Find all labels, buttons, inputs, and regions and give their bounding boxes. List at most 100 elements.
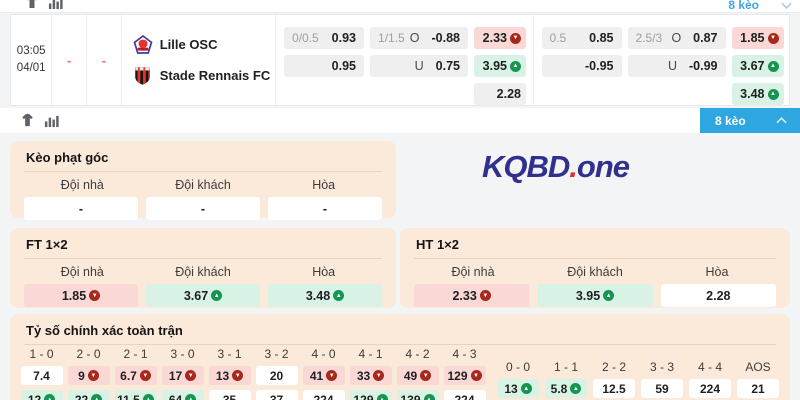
odds-value-pill[interactable]: 2.28 [660, 284, 776, 307]
odds-value-pill[interactable]: 2.28 [474, 83, 527, 105]
odds-value-pill[interactable]: 3.67 ▲ [146, 284, 260, 307]
odds-value-pill[interactable]: 21 [737, 379, 779, 398]
watermark-dot: . [569, 149, 578, 184]
corner-headers: Đội nhà Đội khách Hòa [10, 172, 396, 195]
trend-up-icon: ▲ [767, 60, 779, 72]
trend-down-icon: ▼ [87, 370, 99, 381]
odds-value-pill[interactable]: 11.5 ▲ [114, 390, 157, 400]
odds-value-pill[interactable]: 129 ▼ [443, 366, 486, 385]
panel-title: Tỷ số chính xác toàn trận [26, 323, 183, 338]
over-pill[interactable]: 2.5/3 O 0.87 [627, 27, 726, 49]
handicap-away-pill[interactable]: 0.95 [284, 55, 365, 77]
odds-value-pill[interactable]: 3.48 ▲ [268, 284, 382, 307]
trend-up-icon: ▲ [211, 290, 223, 301]
score-header: 3 - 3 [649, 360, 674, 374]
odds-value-pill[interactable]: 13 ▲ [497, 379, 539, 398]
odds-count-button[interactable]: 8 kèo [700, 108, 800, 133]
ft-values: 1.85 ▼ 3.67 ▲ 3.48 ▲ [10, 282, 396, 307]
score-away: - [101, 52, 107, 68]
column-header: Đội nhà [60, 178, 104, 192]
corner-odds-panel: Kèo phạt góc Đội nhà Đội khách Hòa --- [10, 141, 396, 220]
odds-value-pill[interactable]: 12.5 [593, 379, 635, 398]
odds-value-pill[interactable]: 12 ▲ [20, 390, 63, 400]
score-column: 2 - 1 6.7 ▼ 11.5 ▲ [112, 347, 159, 400]
corner-values: --- [10, 195, 396, 220]
odds-value-pill[interactable]: 129 ▲ [349, 390, 392, 400]
odds-value-pill[interactable]: 64 ▲ [161, 390, 204, 400]
column-header: Hòa [312, 265, 336, 279]
team-home[interactable]: Lille OSC [133, 34, 218, 55]
score-header: 2 - 0 [76, 347, 101, 361]
odds-value-pill[interactable]: 224 [302, 390, 345, 400]
trend-up-icon: ▲ [767, 88, 779, 100]
odds-value-pill[interactable]: 1.85 ▼ [24, 284, 138, 307]
handicap-home-pill[interactable]: 0.5 0.85 [541, 27, 622, 49]
odds-value-pill[interactable]: - [146, 197, 260, 220]
odds-value-pill[interactable]: 224 [689, 379, 731, 398]
odds-value-pill[interactable]: 2.33 ▼ [414, 284, 530, 307]
odds-count-dropdown[interactable]: 8 kèo [728, 0, 792, 12]
column-header: Đội khách [567, 265, 623, 279]
draw-score-column: 4 - 4 224 [686, 360, 734, 400]
odds-value-pill[interactable]: 139 ▲ [396, 390, 439, 400]
odds-value-pill[interactable]: 6.7 ▼ [114, 366, 157, 385]
trend-up-icon: ▲ [142, 394, 154, 400]
score-body: 1 - 0 7.4 12 ▲ 2 - 0 9 ▼ 22 ▲ 2 - 1 6.7 ▼ 11.5 ▲ 3 - 0… [10, 345, 790, 400]
bar-chart-icon[interactable] [48, 0, 63, 15]
odds-value-pill[interactable]: 2.33 ▼ [474, 27, 527, 49]
odds-value-pill[interactable]: 3.67 ▲ [731, 55, 784, 77]
empty-cell [284, 83, 364, 105]
under-pill[interactable]: U 0.75 [370, 55, 469, 77]
odds-value-pill[interactable]: 7.4 [20, 366, 63, 385]
odds-value-pill[interactable]: 13 ▼ [208, 366, 251, 385]
team-away[interactable]: Stade Rennais FC [133, 66, 270, 86]
secondary-toolbar: 8 kèo [0, 108, 800, 133]
correct-score-panel: Tỷ số chính xác toàn trận 1 - 0 7.4 12 ▲ 2 -… [10, 314, 790, 400]
divider [24, 344, 776, 345]
odds-value-pill[interactable]: 224 [443, 390, 486, 400]
empty-cell [370, 83, 468, 105]
ht-values: 2.33 ▼ 3.95 ▲ 2.28 [400, 282, 790, 307]
jersey-icon[interactable] [24, 0, 40, 15]
odds-value-pill[interactable]: 3.95 ▲ [537, 284, 653, 307]
divider [414, 258, 776, 259]
odds-value-pill[interactable]: 1.85 ▼ [731, 27, 784, 49]
odds-value-pill[interactable]: 49 ▼ [396, 366, 439, 385]
score-header: AOS [745, 360, 771, 374]
odds-value-pill[interactable]: 20 [255, 366, 298, 385]
odds-value-pill[interactable]: 17 ▼ [161, 366, 204, 385]
over-pill[interactable]: 1/1.5 O -0.88 [370, 27, 469, 49]
column-header: Hòa [705, 265, 729, 279]
odds-value-pill[interactable]: 33 ▼ [349, 366, 392, 385]
odds-value-pill[interactable]: - [24, 197, 138, 220]
under-pill[interactable]: U -0.99 [627, 55, 726, 77]
divider [24, 258, 382, 259]
odds-value-pill[interactable]: 59 [641, 379, 683, 398]
score-column: 4 - 3 129 ▼ 224 [441, 347, 488, 400]
jersey-icon[interactable] [20, 113, 35, 133]
score-header: 4 - 4 [697, 360, 722, 374]
handicap-away-pill[interactable]: -0.95 [541, 55, 622, 77]
score-column: 4 - 2 49 ▼ 139 ▲ [394, 347, 441, 400]
trend-down-icon: ▼ [479, 290, 491, 301]
odds-value-pill[interactable]: 41 ▼ [302, 366, 345, 385]
panel-title: Kèo phạt góc [26, 150, 109, 165]
odds-value-pill[interactable]: 22 ▲ [67, 390, 110, 400]
odds-value-pill[interactable]: 35 [208, 390, 251, 400]
odds-value-pill[interactable]: 9 ▼ [67, 366, 110, 385]
odds-value-pill[interactable]: 37 [255, 390, 298, 400]
handicap-home-pill[interactable]: 0/0.5 0.93 [284, 27, 365, 49]
ft-1x2-panel: FT 1×2 Đội nhà Đội khách Hòa 1.85 ▼ 3.67 ▲ 3.4… [10, 228, 396, 308]
teams-cell: Lille OSC [122, 15, 277, 105]
watermark-brand: KQBD [482, 149, 570, 184]
odds-value-pill[interactable]: 5.8 ▲ [545, 379, 587, 398]
odds-value-pill[interactable]: - [268, 197, 382, 220]
trend-up-icon: ▲ [185, 394, 197, 400]
trend-down-icon: ▼ [185, 370, 197, 381]
trend-down-icon: ▼ [373, 370, 385, 381]
bar-chart-icon[interactable] [44, 113, 59, 133]
column-header: Đội khách [175, 265, 231, 279]
odds-value-pill[interactable]: 3.48 ▲ [731, 83, 784, 105]
odds-value-pill[interactable]: 3.95 ▲ [474, 55, 527, 77]
